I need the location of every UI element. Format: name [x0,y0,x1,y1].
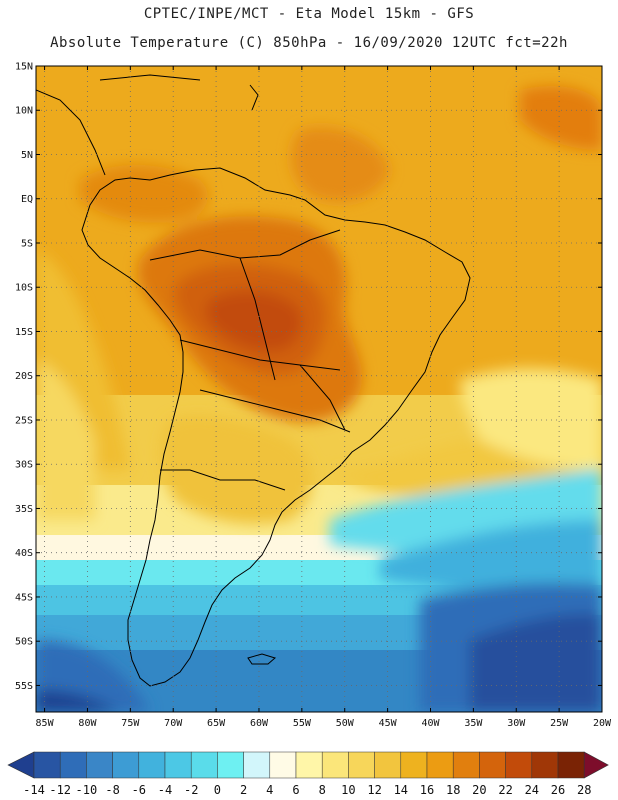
lat-label: 40S [15,548,33,559]
map-frame [35,65,603,713]
lon-label: 70W [164,718,183,729]
temperature-field [36,66,602,712]
colorbar-swatch [59,751,87,779]
colorbar-swatch [452,751,480,779]
colorbar-swatch [531,751,559,779]
colorbar-tick-label: -6 [132,783,146,797]
lon-label: 65W [207,718,226,729]
colorbar-tick-label: 16 [420,783,434,797]
lon-label: 45W [379,718,398,729]
colorbar-swatch [86,751,113,779]
colorbar-swatch [217,751,244,779]
colorbar-swatch [505,751,533,779]
lon-label: 35W [464,718,483,729]
colorbar-tick-label: 4 [266,783,273,797]
lat-label: EQ [21,194,33,205]
colorbar-tick-label: 6 [292,783,299,797]
colorbar-under-arrow [7,751,35,779]
colorbar-tick-label: -14 [23,783,45,797]
colorbar-swatch [243,751,271,779]
lon-label: 75W [121,718,140,729]
title-line-2: Absolute Temperature (C) 850hPa - 16/09/… [50,35,568,51]
lat-label: 20S [15,371,33,382]
lat-label: 15S [15,327,33,338]
colorbar-tick-label: 12 [367,783,381,797]
colorbar-swatch [479,751,506,779]
colorbar-tick-label: 0 [214,783,221,797]
colorbar-swatch [190,751,218,779]
lon-label: 25W [550,718,569,729]
lat-label: 30S [15,460,33,471]
title-line-1: CPTEC/INPE/MCT - Eta Model 15km - GFS [143,6,475,22]
colorbar-swatch [426,751,454,779]
colorbar-swatch [321,751,349,779]
lon-label: 60W [250,718,269,729]
axis-ticks [36,65,603,712]
lat-label: 45S [15,592,33,603]
colorbar-tick-label: 20 [472,783,486,797]
lat-label: 55S [15,681,33,692]
colorbar-swatch [164,751,192,779]
colorbar-swatch [112,751,140,779]
colorbar: -14 -12 -10 -8 -6 -4 -2 0 2 4 6 8 10 12 14 16 18 20 22 24 26… [7,751,609,797]
lon-label: 55W [293,718,312,729]
colorbar-swatch [295,751,323,779]
colorbar-tick-label: 10 [341,783,355,797]
colorbar-tick-label: -2 [184,783,198,797]
colorbar-tick-label: 24 [525,783,539,797]
lat-label: 5S [21,238,33,249]
lat-label: 25S [15,415,33,426]
colorbar-tick-label: 28 [577,783,591,797]
colorbar-tick-label: -8 [105,783,119,797]
latitude-labels: 15N 10N 5N EQ 5S 10S 15S 20S 25S 30S 35S 40S 45S 50S 5… [15,62,33,692]
longitude-labels: 85W 80W 75W 70W 65W 60W 55W 50W 45W 40W 35W 30W 25W 2… [36,718,612,729]
coastline [36,74,471,687]
lon-label: 85W [36,718,55,729]
colorbar-swatch [400,751,428,779]
lon-label: 40W [421,718,440,729]
lat-label: 15N [15,62,33,73]
colorbar-tick-label: 26 [551,783,565,797]
lon-label: 50W [336,718,355,729]
colorbar-tick-label: -12 [49,783,71,797]
lon-label: 30W [507,718,526,729]
colorbar-swatch [348,751,375,779]
colorbar-tick-label: -4 [158,783,172,797]
colorbar-tick-label: 18 [446,783,460,797]
lat-label: 35S [15,504,33,515]
colorbar-tick-label: 22 [498,783,512,797]
lat-label: 50S [15,637,33,648]
lat-label: 10N [15,106,33,117]
colorbar-over-arrow [583,751,609,779]
colorbar-tick-label: 2 [240,783,247,797]
lon-label: 80W [78,718,97,729]
colorbar-tick-label: 14 [394,783,408,797]
colorbar-swatch [138,751,166,779]
lon-label: 20W [593,718,612,729]
lat-label: 10S [15,283,33,294]
colorbar-tick-label: 8 [319,783,326,797]
colorbar-swatch [33,751,61,779]
colorbar-swatch [374,751,402,779]
colorbar-tick-label: -10 [76,783,98,797]
colorbar-swatch [269,751,297,779]
colorbar-swatch [557,751,585,779]
lat-label: 5N [21,150,33,161]
